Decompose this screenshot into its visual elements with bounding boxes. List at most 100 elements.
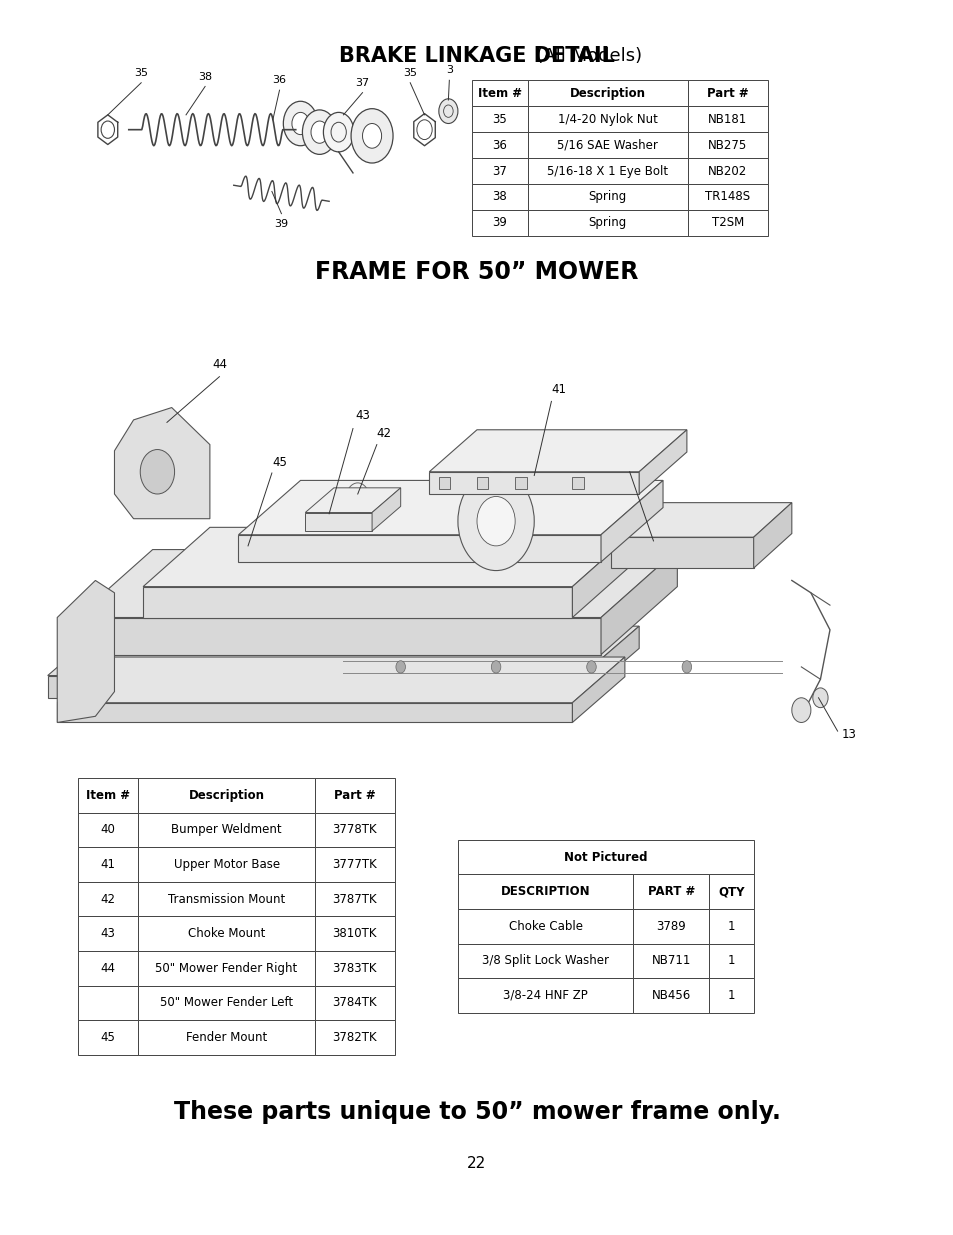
Text: 5/16-18 X 1 Eye Bolt: 5/16-18 X 1 Eye Bolt bbox=[547, 164, 667, 178]
Polygon shape bbox=[429, 472, 639, 494]
Text: 40: 40 bbox=[629, 453, 644, 467]
Text: 39: 39 bbox=[274, 219, 288, 228]
Circle shape bbox=[476, 496, 515, 546]
Bar bbox=[138, 916, 314, 951]
Bar bbox=[314, 916, 395, 951]
Bar bbox=[527, 210, 687, 236]
Bar bbox=[314, 778, 395, 813]
Circle shape bbox=[302, 110, 336, 154]
Bar bbox=[314, 951, 395, 986]
Text: 22: 22 bbox=[467, 1156, 486, 1171]
Text: 43: 43 bbox=[355, 409, 370, 422]
Text: Choke Mount: Choke Mount bbox=[188, 927, 265, 940]
Bar bbox=[687, 106, 767, 132]
Text: Description: Description bbox=[569, 86, 645, 100]
Text: Part #: Part # bbox=[706, 86, 748, 100]
Text: 36: 36 bbox=[273, 75, 286, 85]
Polygon shape bbox=[48, 676, 581, 698]
Bar bbox=[708, 978, 753, 1013]
Bar bbox=[457, 944, 633, 978]
Bar bbox=[457, 874, 633, 909]
Text: 38: 38 bbox=[492, 190, 507, 204]
Polygon shape bbox=[57, 657, 624, 703]
Polygon shape bbox=[753, 503, 791, 568]
Bar bbox=[314, 813, 395, 847]
Polygon shape bbox=[57, 703, 572, 722]
Circle shape bbox=[140, 450, 174, 494]
Polygon shape bbox=[610, 503, 791, 537]
Text: 41: 41 bbox=[551, 383, 566, 396]
Polygon shape bbox=[48, 626, 639, 676]
Text: 35: 35 bbox=[492, 112, 507, 126]
Text: 3784TK: 3784TK bbox=[333, 997, 376, 1009]
Text: 43: 43 bbox=[101, 927, 115, 940]
Polygon shape bbox=[639, 430, 686, 494]
Text: 3783TK: 3783TK bbox=[333, 962, 376, 974]
Polygon shape bbox=[581, 626, 639, 698]
Bar bbox=[633, 874, 708, 909]
Text: Transmission Mount: Transmission Mount bbox=[168, 893, 285, 905]
Bar bbox=[515, 477, 526, 489]
Text: NB202: NB202 bbox=[707, 164, 747, 178]
Polygon shape bbox=[143, 587, 572, 618]
Text: 41: 41 bbox=[101, 858, 115, 871]
Circle shape bbox=[292, 112, 309, 135]
Circle shape bbox=[586, 661, 596, 673]
Bar bbox=[687, 80, 767, 106]
Polygon shape bbox=[57, 580, 114, 722]
Polygon shape bbox=[372, 488, 400, 531]
Text: TR148S: TR148S bbox=[704, 190, 750, 204]
Text: 37: 37 bbox=[355, 78, 369, 88]
Bar bbox=[78, 916, 138, 951]
Polygon shape bbox=[76, 550, 677, 618]
Text: 42: 42 bbox=[101, 893, 115, 905]
Polygon shape bbox=[238, 535, 600, 562]
Bar bbox=[633, 978, 708, 1013]
Circle shape bbox=[283, 101, 317, 146]
Bar bbox=[687, 132, 767, 158]
Text: 3789: 3789 bbox=[656, 920, 685, 932]
Text: T2SM: T2SM bbox=[711, 216, 743, 230]
Bar bbox=[78, 778, 138, 813]
Text: PART #: PART # bbox=[647, 885, 694, 898]
Text: 3778TK: 3778TK bbox=[333, 824, 376, 836]
Text: Spring: Spring bbox=[588, 216, 626, 230]
Text: NB275: NB275 bbox=[707, 138, 747, 152]
Circle shape bbox=[351, 109, 393, 163]
Text: 35: 35 bbox=[403, 68, 416, 78]
Bar bbox=[708, 944, 753, 978]
Polygon shape bbox=[329, 489, 389, 506]
Text: 45: 45 bbox=[272, 456, 287, 469]
Circle shape bbox=[491, 661, 500, 673]
Text: 50" Mower Fender Right: 50" Mower Fender Right bbox=[155, 962, 297, 974]
Text: 44: 44 bbox=[101, 962, 115, 974]
Circle shape bbox=[362, 124, 381, 148]
Bar bbox=[527, 132, 687, 158]
Bar bbox=[138, 1020, 314, 1055]
Polygon shape bbox=[429, 430, 686, 472]
Text: QTY: QTY bbox=[718, 885, 743, 898]
Bar bbox=[472, 210, 527, 236]
Bar bbox=[457, 840, 753, 874]
Text: 38: 38 bbox=[198, 72, 212, 82]
Text: Not Pictured: Not Pictured bbox=[563, 851, 647, 863]
Text: Part #: Part # bbox=[334, 789, 375, 802]
Polygon shape bbox=[114, 408, 210, 519]
Text: 50" Mower Fender Left: 50" Mower Fender Left bbox=[160, 997, 293, 1009]
Polygon shape bbox=[600, 480, 662, 562]
Circle shape bbox=[438, 99, 457, 124]
Text: FRAME FOR 50” MOWER: FRAME FOR 50” MOWER bbox=[315, 259, 638, 284]
Polygon shape bbox=[305, 513, 372, 531]
Bar bbox=[687, 158, 767, 184]
Bar bbox=[138, 778, 314, 813]
Polygon shape bbox=[610, 537, 753, 568]
Text: 36: 36 bbox=[492, 138, 507, 152]
Bar bbox=[78, 882, 138, 916]
Text: 35: 35 bbox=[134, 68, 148, 78]
Polygon shape bbox=[600, 550, 677, 655]
Text: Description: Description bbox=[189, 789, 264, 802]
Bar bbox=[78, 813, 138, 847]
Text: NB456: NB456 bbox=[651, 989, 690, 1002]
Bar bbox=[457, 978, 633, 1013]
Bar bbox=[78, 1020, 138, 1055]
